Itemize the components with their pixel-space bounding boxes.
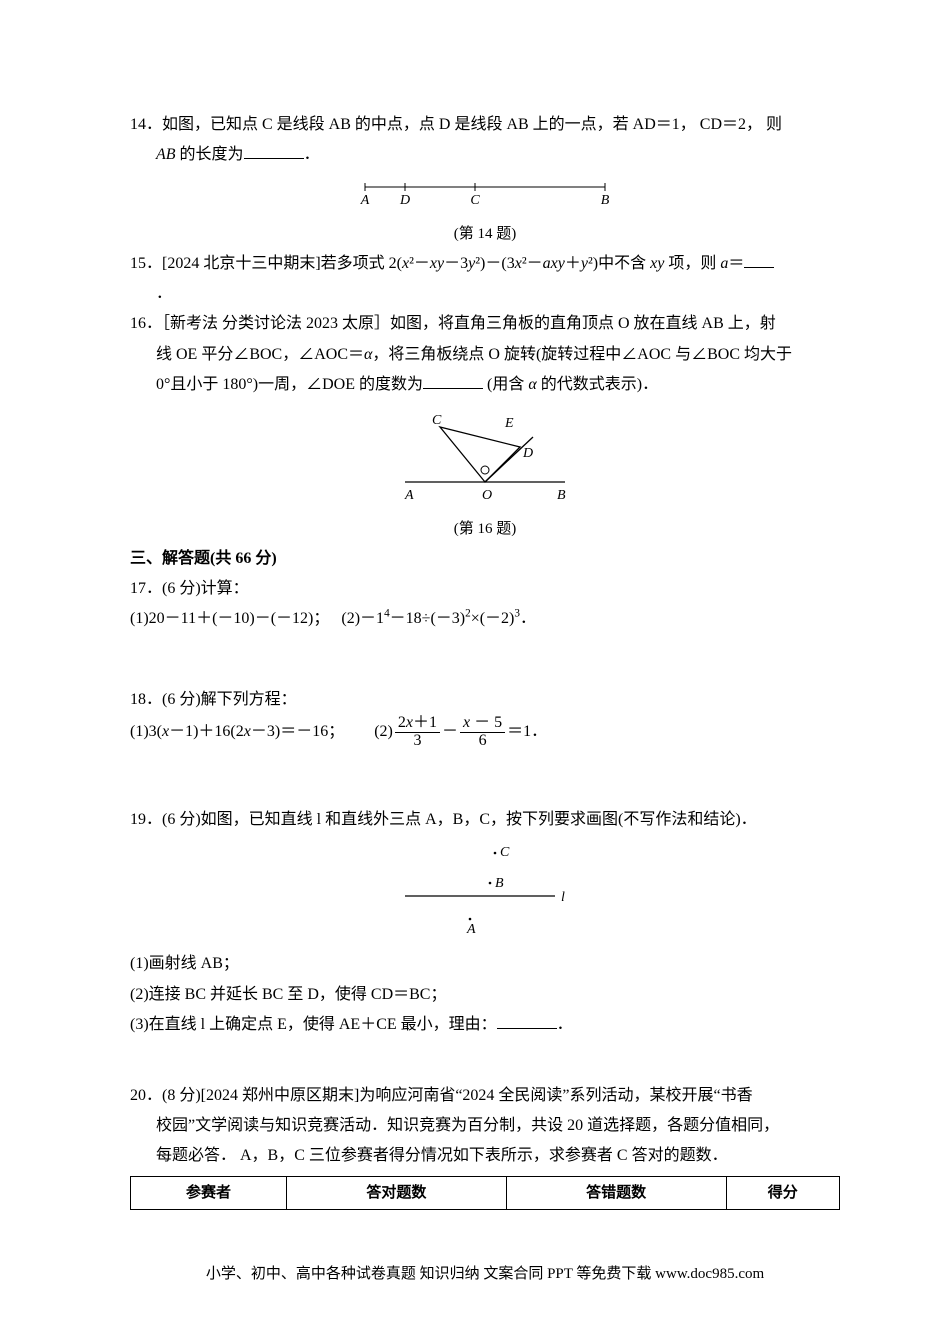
q20-line1: 20．(8 分)[2024 郑州中原区期末]为响应河南省“2024 全民阅读”系… xyxy=(130,1081,840,1111)
t: ×(－2) xyxy=(471,610,515,627)
q15-blank xyxy=(744,251,774,268)
q19-p1: (1)画射线 AB； xyxy=(130,949,840,979)
spacer xyxy=(130,1041,840,1081)
t: x xyxy=(515,255,522,272)
q19-label-C: C xyxy=(500,845,510,860)
t: ²－ xyxy=(409,255,430,272)
q14-label-D: D xyxy=(399,193,410,207)
q19-p2: (2)连接 BC 并延长 BC 至 D，使得 CD＝BC； xyxy=(130,980,840,1010)
th-participant: 参赛者 xyxy=(131,1176,287,1210)
table-row: 参赛者 答对题数 答错题数 得分 xyxy=(131,1176,840,1210)
q18-parts: (1)3(x－1)＋16(2x－3)＝－16； (2) 2x＋1 3 － x －… xyxy=(130,715,840,750)
q16-line1: 16．［新考法 分类讨论法 2023 太原］如图，将直角三角板的直角顶点 O 放… xyxy=(130,309,840,339)
q20-line3: 每题必答． A，B，C 三位参赛者得分情况如下表所示，求参赛者 C 答对的题数． xyxy=(130,1141,840,1171)
q19-blank xyxy=(497,1012,557,1029)
t: ＝ xyxy=(728,255,744,272)
q15-line1: 15．[2024 北京十三中期末]若多项式 2(x²－xy－3y²)－(3x²－… xyxy=(130,249,840,279)
page: 14．如图，已知点 C 是线段 AB 的中点，点 D 是线段 AB 上的一点，若… xyxy=(0,0,950,1329)
q17-parts: (1)20－11＋(－10)－(－12)； (2)－14－18÷(－3)2×(－… xyxy=(130,604,840,634)
q14-period: ． xyxy=(304,146,320,163)
th-score: 得分 xyxy=(726,1176,839,1210)
q16-label-B: B xyxy=(557,488,566,502)
q16-label-C: C xyxy=(432,413,442,428)
t: xy xyxy=(430,255,444,272)
th-wrong: 答错题数 xyxy=(506,1176,726,1210)
footer: 小学、初中、高中各种试卷真题 知识归纳 文案合同 PPT 等免费下载 www.d… xyxy=(130,1260,840,1289)
q18-head: 18．(6 分)解下列方程： xyxy=(130,685,840,715)
t: ²－ xyxy=(522,255,543,272)
q14-figure: A D C B xyxy=(130,177,840,218)
t: － xyxy=(442,717,458,747)
q16-label-D: D xyxy=(522,446,533,461)
t: (3)在直线 l 上确定点 E，使得 AE＋CE 最小，理由： xyxy=(130,1016,497,1033)
spacer xyxy=(130,750,840,805)
q19-head: 19．(6 分)如图，已知直线 l 和直线外三点 A，B，C，按下列要求画图(不… xyxy=(130,805,840,835)
q16-blank xyxy=(423,372,483,389)
t: 3 xyxy=(395,733,440,750)
t: ． xyxy=(557,1016,573,1033)
t: ＝1． xyxy=(507,717,547,747)
q16-line2: 线 OE 平分∠BOC，∠AOC＝α，将三角板绕点 O 旋转(旋转过程中∠AOC… xyxy=(130,340,840,370)
q20-line2: 校园”文学阅读与知识竞赛活动．知识竞赛为百分制，共设 20 道选择题，各题分值相… xyxy=(130,1111,840,1141)
q16-line3: 0°且小于 180°)一周，∠DOE 的度数为 (用含 α 的代数式表示)． xyxy=(130,370,840,400)
t: ＋ xyxy=(565,255,581,272)
t: y xyxy=(581,255,588,272)
q16-label-E: E xyxy=(504,416,514,431)
q15-line2: ． xyxy=(130,279,840,309)
t: (2)－1 xyxy=(341,610,384,627)
frac1: 2x＋1 3 xyxy=(395,715,440,750)
frac2: x － 5 6 xyxy=(460,715,505,750)
q14-caption: (第 14 题) xyxy=(130,220,840,249)
q18-p2: (2) 2x＋1 3 － x － 5 6 ＝1． xyxy=(374,715,547,750)
t: －3 xyxy=(444,255,468,272)
q18-p1: (1)3(x－1)＋16(2x－3)＝－16； xyxy=(130,717,344,747)
q19-label-A: A xyxy=(466,922,476,936)
q19-label-B: B xyxy=(495,876,504,891)
t: ²)－(3 xyxy=(475,255,514,272)
t: 线 OE 平分∠BOC，∠AOC＝ xyxy=(156,346,364,363)
q14-line2: AB 的长度为 ． xyxy=(130,140,840,170)
t: 0°且小于 180°)一周，∠DOE 的度数为 xyxy=(156,376,423,393)
spacer xyxy=(130,635,840,685)
t: ²)中不含 xyxy=(588,255,650,272)
q14-label-A: A xyxy=(360,193,370,207)
t: axy xyxy=(543,255,565,272)
t: xy xyxy=(650,255,664,272)
t: 15．[2024 北京十三中期末]若多项式 2( xyxy=(130,255,402,272)
section-3-title: 三、解答题(共 66 分) xyxy=(130,544,840,574)
q17-head: 17．(6 分)计算： xyxy=(130,574,840,604)
t: ，将三角板绕点 O 旋转(旋转过程中∠AOC 与∠BOC 均大于 xyxy=(372,346,792,363)
t: (2) xyxy=(374,717,393,747)
th-correct: 答对题数 xyxy=(286,1176,506,1210)
t: 6 xyxy=(460,733,505,750)
q20-table: 参赛者 答对题数 答错题数 得分 xyxy=(130,1176,840,1211)
q16-caption: (第 16 题) xyxy=(130,515,840,544)
q16-figure: A O B C D E xyxy=(130,407,840,513)
t: －18÷(－3) xyxy=(390,610,465,627)
q14-label-B: B xyxy=(601,193,610,207)
q16-label-O: O xyxy=(482,488,492,502)
t: α xyxy=(528,376,536,393)
t: ． xyxy=(520,610,536,627)
t: 的代数式表示)． xyxy=(537,376,658,393)
q19-figure: C l B A xyxy=(130,841,840,947)
q14-line1: 14．如图，已知点 C 是线段 AB 的中点，点 D 是线段 AB 上的一点，若… xyxy=(130,110,840,140)
t: 项，则 xyxy=(664,255,720,272)
q19-label-l: l xyxy=(561,890,565,905)
q17-p2: (2)－14－18÷(－3)2×(－2)3． xyxy=(341,610,536,627)
t: (用含 xyxy=(483,376,528,393)
q14-blank xyxy=(244,142,304,159)
q14-label-C: C xyxy=(470,193,480,207)
q19-p3: (3)在直线 l 上确定点 E，使得 AE＋CE 最小，理由： ． xyxy=(130,1010,840,1040)
q17-p1: (1)20－11＋(－10)－(－12)； xyxy=(130,610,329,627)
q14-line2-text: AB 的长度为 xyxy=(156,146,244,163)
q16-label-A: A xyxy=(404,488,414,502)
